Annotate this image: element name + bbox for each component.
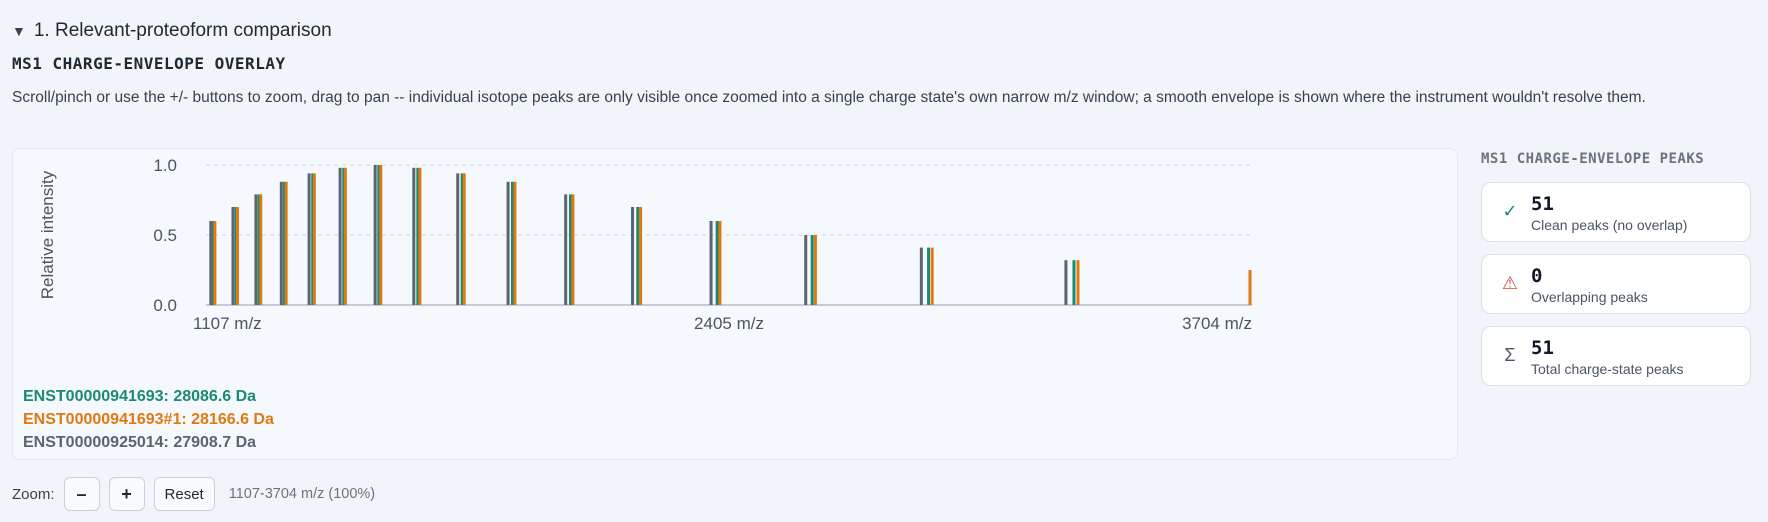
legend-entry-series-1: ENST00000941693#1: 28166.6 Da xyxy=(23,411,274,428)
peak-bar-series-1 xyxy=(1248,270,1252,305)
warning-icon: ⚠ xyxy=(1501,273,1519,293)
peak-bar-series-0 xyxy=(311,173,315,305)
peak-bar-series-1 xyxy=(639,207,643,305)
check-icon: ✓ xyxy=(1502,201,1518,221)
stat-label-total: Total charge-state peaks xyxy=(1531,361,1684,377)
stat-label-overlapping: Overlapping peaks xyxy=(1531,289,1648,305)
peak-bar-series-0 xyxy=(715,221,719,305)
peak-bar-series-1 xyxy=(418,167,422,305)
x-tick-label: 3704 m/z xyxy=(1182,314,1252,333)
peak-bar-series-2 xyxy=(804,235,808,305)
peak-bar-series-1 xyxy=(284,181,288,305)
stat-value-overlapping: 0 xyxy=(1531,265,1543,287)
peak-bar-series-2 xyxy=(1064,260,1068,305)
chart-card[interactable]: 0.0 0.5 1.0 Relative intensity 1107 m/z 2405 … xyxy=(12,148,1458,460)
peak-bar-series-1 xyxy=(930,247,934,305)
zoom-label: Zoom: xyxy=(12,485,55,503)
chart-title: MS1 CHARGE-ENVELOPE OVERLAY xyxy=(12,54,286,73)
y-tick-label: 1.0 xyxy=(153,156,177,175)
stat-value-clean: 51 xyxy=(1531,193,1554,215)
peak-bar-series-2 xyxy=(231,207,235,305)
peak-bar-series-0 xyxy=(927,247,931,305)
peak-bar-series-2 xyxy=(506,181,510,305)
zoom-reset-button[interactable]: Reset xyxy=(153,477,215,511)
peak-bar-series-0 xyxy=(569,194,573,305)
section-title: 1. Relevant-proteoform comparison xyxy=(33,20,332,41)
y-tick-label: 0.5 xyxy=(153,226,177,245)
peak-bar-series-1 xyxy=(213,221,217,305)
x-tick-label: 1107 m/z xyxy=(193,314,262,333)
peak-bar-series-1 xyxy=(813,235,817,305)
legend-entry-series-0: ENST00000941693: 28086.6 Da xyxy=(23,388,257,405)
legend-entry-series-2: ENST00000925014: 27908.7 Da xyxy=(23,434,257,451)
peak-bar-series-1 xyxy=(513,181,517,305)
peak-bar-series-2 xyxy=(564,194,568,305)
stat-card-overlapping: ⚠ 0 Overlapping peaks xyxy=(1481,254,1751,314)
collapse-caret-icon[interactable]: ▼ xyxy=(12,23,26,39)
peak-bar-series-0 xyxy=(810,235,814,305)
chart-description: Scroll/pinch or use the +/- buttons to z… xyxy=(12,89,1646,106)
peak-bar-series-0 xyxy=(377,165,381,305)
zoom-out-button[interactable]: – xyxy=(63,477,100,511)
peak-bar-series-2 xyxy=(412,167,416,305)
stat-card-clean: ✓ 51 Clean peaks (no overlap) xyxy=(1481,182,1751,242)
peak-bar-series-1 xyxy=(718,221,722,305)
peak-bar-series-0 xyxy=(1072,260,1076,305)
peak-bar-series-1 xyxy=(1076,260,1080,305)
stat-label-clean: Clean peaks (no overlap) xyxy=(1531,217,1688,233)
peak-bar-series-0 xyxy=(257,194,261,305)
zoom-in-button[interactable]: + xyxy=(108,477,145,511)
chart-legend: ENST00000941693: 28086.6 Da ENST00000941… xyxy=(23,385,274,454)
sigma-icon: Σ xyxy=(1504,345,1516,365)
peak-bar-series-1 xyxy=(259,194,263,305)
peak-bar-series-2 xyxy=(709,221,713,305)
peak-bar-series-2 xyxy=(254,194,258,305)
peak-bar-series-2 xyxy=(456,173,460,305)
peak-bar-series-0 xyxy=(416,167,420,305)
peak-bar-series-2 xyxy=(209,221,213,305)
peak-bar-series-2 xyxy=(373,165,377,305)
x-tick-label: 2405 m/z xyxy=(694,314,764,333)
y-axis-label: Relative intensity xyxy=(38,170,57,299)
peak-bar-series-0 xyxy=(342,167,346,305)
y-tick-label: 0.0 xyxy=(153,296,177,315)
stat-value-total: 51 xyxy=(1531,337,1554,359)
peak-bar-series-0 xyxy=(460,173,464,305)
peak-bar-series-2 xyxy=(279,181,283,305)
peak-bar-series-0 xyxy=(636,207,640,305)
stat-card-total: Σ 51 Total charge-state peaks xyxy=(1481,326,1751,386)
peak-bar-series-1 xyxy=(462,173,466,305)
peak-bar-series-1 xyxy=(235,207,239,305)
peak-bar-series-2 xyxy=(307,173,311,305)
peaks-panel-title: MS1 CHARGE-ENVELOPE PEAKS xyxy=(1481,151,1705,167)
zoom-controls: Zoom: – + Reset 1107-3704 m/z (100%) xyxy=(12,476,375,512)
peak-bar-series-1 xyxy=(343,167,347,305)
peak-bar-series-1 xyxy=(379,165,383,305)
peak-bar-series-0 xyxy=(511,181,515,305)
chart-svg[interactable]: 0.0 0.5 1.0 Relative intensity 1107 m/z 2405 … xyxy=(13,149,1459,461)
peak-bar-series-2 xyxy=(919,247,923,305)
peak-bar-series-1 xyxy=(312,173,316,305)
zoom-range-readout: 1107-3704 m/z (100%) xyxy=(228,486,376,502)
peak-bar-series-1 xyxy=(571,194,575,305)
peak-bar-series-0 xyxy=(283,181,287,305)
peak-bar-series-2 xyxy=(338,167,342,305)
section-toggle[interactable]: ▼ 1. Relevant-proteoform comparison xyxy=(12,20,332,42)
peak-bar-series-2 xyxy=(631,207,635,305)
